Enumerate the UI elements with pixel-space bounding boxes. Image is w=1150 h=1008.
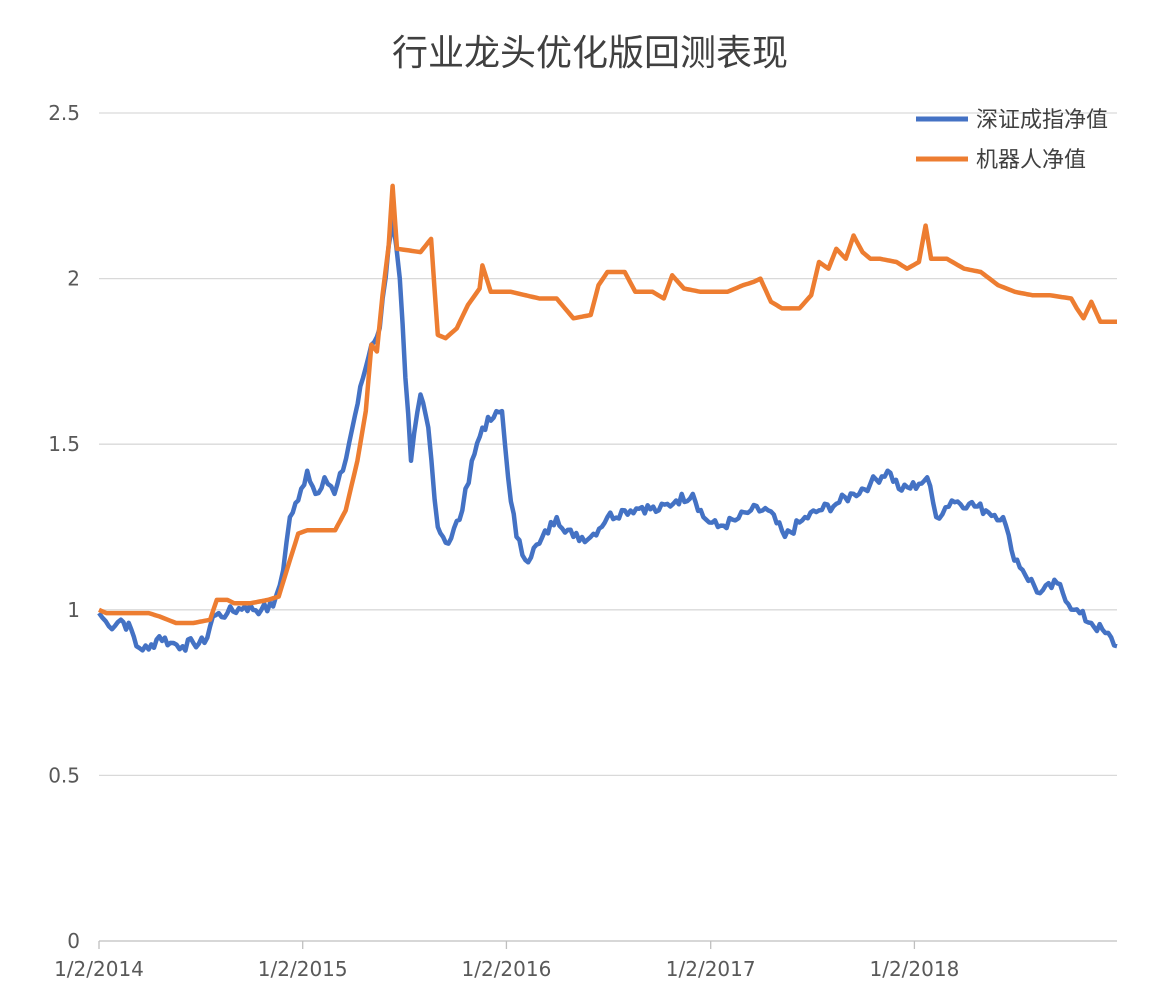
x-tick-label: 1/2/2018 <box>869 957 959 981</box>
y-axis-ticks: 0 0.5 1 1.5 2 2.5 <box>48 101 80 953</box>
y-tick-label: 2 <box>67 267 80 291</box>
series-line-1 <box>98 183 1117 626</box>
x-axis-ticks: 1/2/2014 1/2/2015 1/2/2016 1/2/2017 1/2/2018 <box>54 941 959 981</box>
x-tick-label: 1/2/2017 <box>666 957 756 981</box>
y-tick-label: 0 <box>67 929 80 953</box>
x-tick-label: 1/2/2015 <box>258 957 348 981</box>
chart-title: 行业龙头优化版回测表现 <box>392 33 788 74</box>
y-tick-label: 2.5 <box>48 101 80 125</box>
series-lines <box>97 183 1118 653</box>
y-tick-label: 1 <box>67 598 80 622</box>
gridlines <box>99 112 1117 942</box>
x-tick-label: 1/2/2014 <box>54 957 144 981</box>
series-line-0 <box>97 216 1118 653</box>
x-tick-label: 1/2/2016 <box>462 957 552 981</box>
legend-label-0: 深证成指净值 <box>976 108 1108 133</box>
y-tick-label: 1.5 <box>48 432 80 456</box>
legend-label-1: 机器人净值 <box>976 148 1086 173</box>
y-tick-label: 0.5 <box>48 763 80 787</box>
